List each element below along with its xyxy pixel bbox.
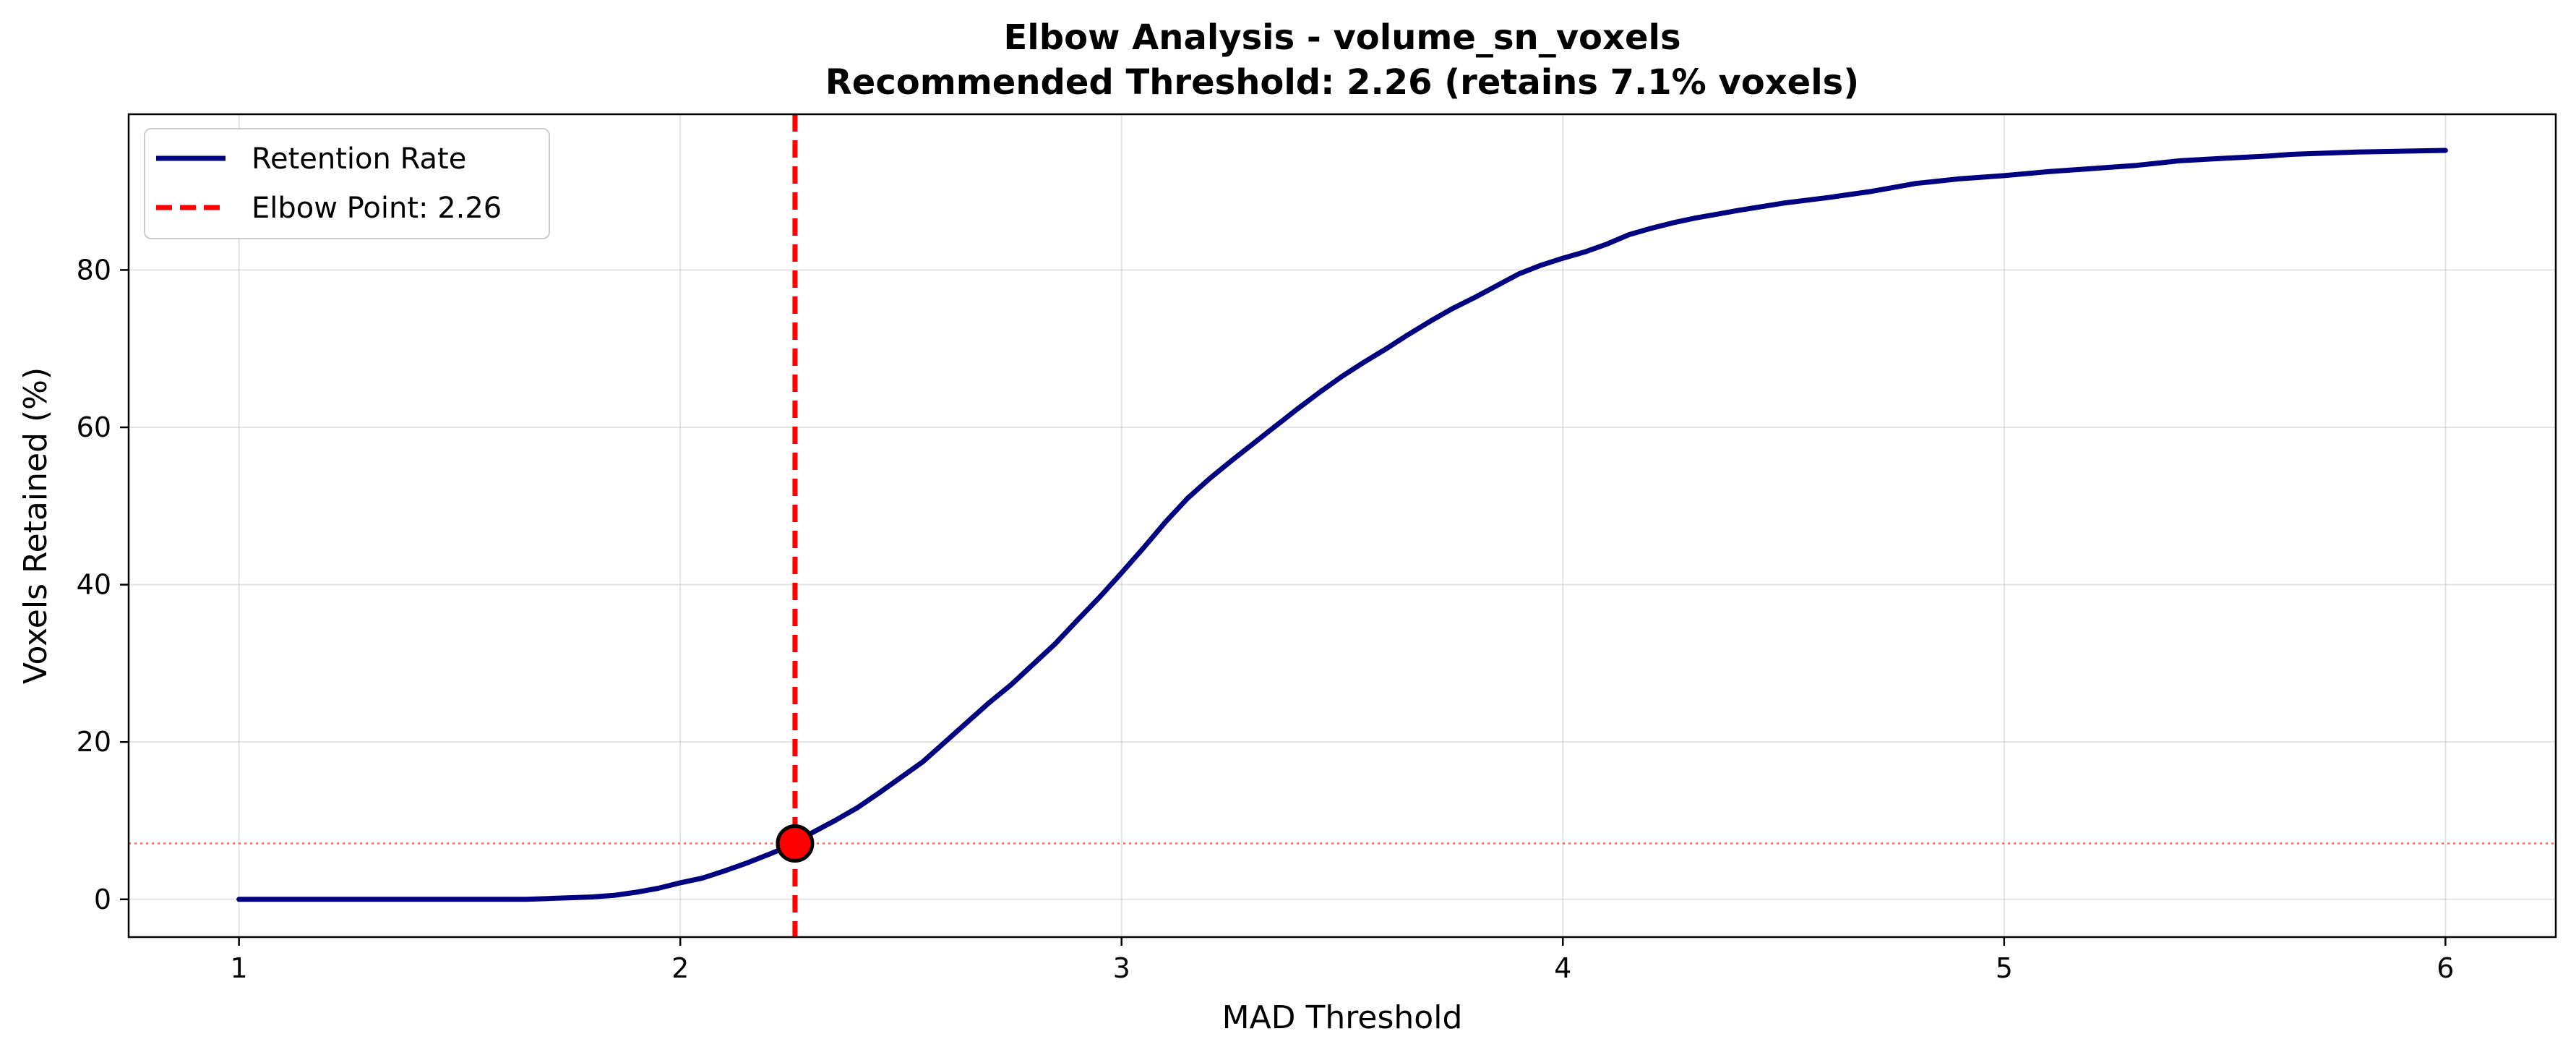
legend-box [144, 128, 550, 239]
plot-frame [127, 113, 2557, 939]
legend: Retention Rate Elbow Point: 2.26 [144, 128, 550, 239]
x-tick-label: 2 [671, 952, 689, 984]
series-lines [236, 114, 2448, 937]
chart-subtitle: Recommended Threshold: 2.26 (retains 7.1… [825, 62, 1859, 103]
chart-title: Elbow Analysis - volume_sn_voxels [1003, 17, 1680, 58]
elbow-marker-layer [776, 824, 815, 863]
y-tick-label: 0 [94, 884, 111, 915]
legend-label-retention: Retention Rate [252, 142, 466, 176]
y-tick-label: 60 [77, 411, 111, 443]
legend-label-elbow: Elbow Point: 2.26 [252, 192, 502, 225]
elbow-point-marker [776, 824, 815, 863]
x-tick-label: 1 [231, 952, 248, 984]
y-ticks: 0 20 40 60 80 [77, 254, 129, 915]
y-tick-label: 80 [77, 254, 111, 286]
y-axis-label: Voxels Retained (%) [17, 367, 54, 684]
x-tick-label: 3 [1113, 952, 1130, 984]
x-tick-label: 4 [1554, 952, 1571, 984]
x-axis-label: MAD Threshold [1222, 999, 1463, 1036]
x-tick-label: 6 [2437, 952, 2454, 984]
x-tick-label: 5 [1996, 952, 2013, 984]
y-tick-label: 40 [77, 569, 111, 601]
retention-rate-line [236, 148, 2448, 902]
y-tick-label: 20 [77, 726, 111, 758]
x-ticks: 1 2 3 4 5 6 [231, 937, 2454, 984]
